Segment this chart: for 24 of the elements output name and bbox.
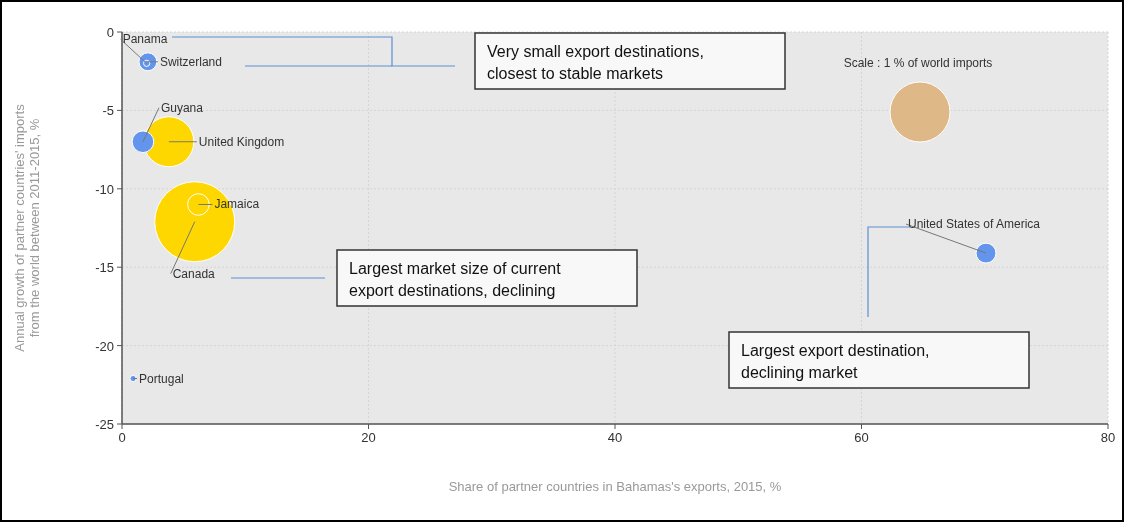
x-tick-label: 20 — [361, 430, 376, 445]
x-tick-label: 40 — [607, 430, 623, 445]
series-label: United States of America — [907, 217, 1041, 232]
annotation: Largest export destination, declining market — [741, 342, 930, 381]
series-label: United Kingdom — [198, 134, 285, 149]
y-tick-label: -25 — [95, 417, 114, 432]
x-tick-label: 60 — [854, 430, 869, 445]
series-label: Canada — [172, 266, 216, 281]
y-tick-label: -5 — [102, 103, 114, 119]
series-label: Guyana — [160, 100, 204, 115]
annotation: Scale : 1 % of world imports — [843, 56, 993, 70]
x-tick-label: 80 — [1100, 430, 1116, 445]
x-axis-title: Share of partner countries in Bahamas's exports, 2015, % — [448, 479, 782, 494]
y-tick-label: -20 — [95, 338, 114, 354]
series-label: Panama — [122, 32, 168, 47]
x-tick-label: 0 — [118, 430, 126, 445]
series-label: Switzerland — [159, 54, 222, 69]
annotation: Largest market size of current export destinations, declining — [349, 260, 562, 299]
annotation: Very small export destinations, closest to stable markets — [487, 43, 704, 82]
y-tick-label: -10 — [95, 181, 114, 197]
y-tick-label: 0 — [106, 25, 114, 40]
y-axis-title: Annual growth of partner countries' imports from the world between 2011-2015, % — [12, 103, 42, 352]
y-tick-label: -15 — [95, 260, 114, 276]
series-label: Portugal — [139, 371, 184, 386]
